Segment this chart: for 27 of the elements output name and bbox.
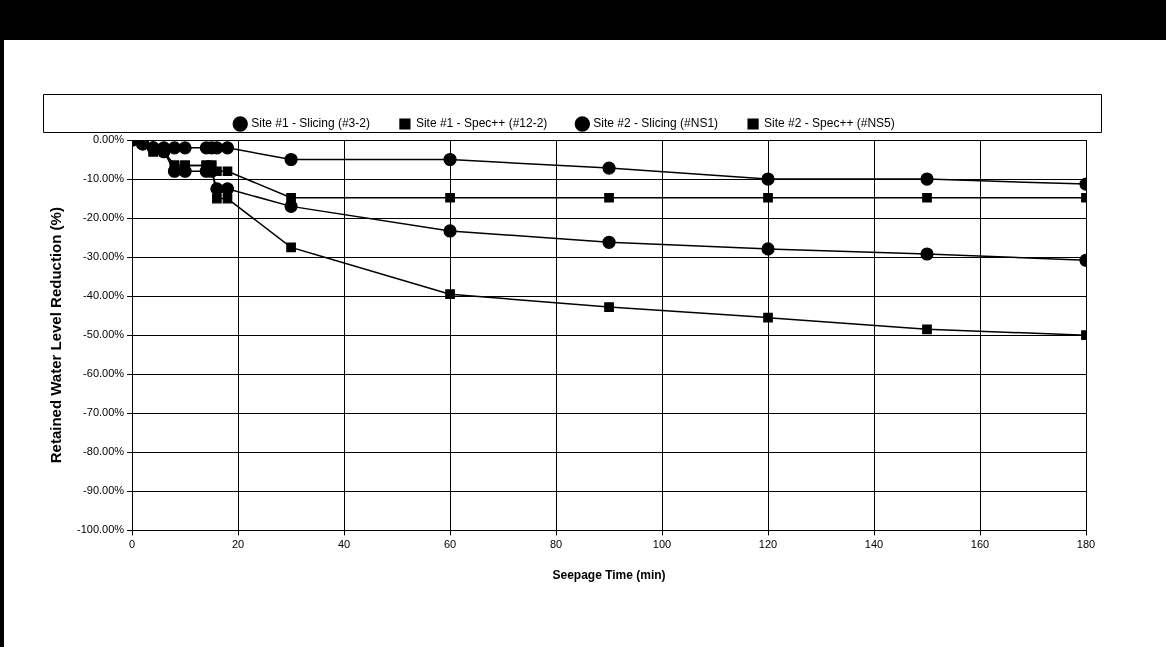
x-tick-label: 20 bbox=[231, 538, 245, 551]
legend-label: Site #2 - Slicing (#NS1) bbox=[593, 116, 719, 131]
legend-label: Site #1 - Spec++ (#12-2) bbox=[415, 116, 548, 131]
legend-label: Site #1 - Slicing (#3-2) bbox=[251, 116, 370, 131]
y-tick-label: -30.00% bbox=[83, 250, 125, 263]
legend-label: Site #2 - Spec++ (#NS5) bbox=[764, 116, 895, 131]
x-tick-label: 140 bbox=[864, 538, 884, 551]
y-tick-label: -10.00% bbox=[83, 172, 125, 185]
y-tick-label: -50.00% bbox=[83, 328, 125, 341]
x-tick-label: 0 bbox=[129, 538, 136, 551]
y-tick-label: -80.00% bbox=[83, 445, 125, 458]
x-axis-title: Seepage Time (min) bbox=[552, 568, 666, 583]
x-tick-label: 40 bbox=[337, 538, 351, 551]
x-tick-label: 160 bbox=[970, 538, 990, 551]
x-tick-label: 80 bbox=[549, 538, 563, 551]
x-tick-label: 60 bbox=[443, 538, 457, 551]
y-tick-label: 0.00% bbox=[92, 133, 125, 146]
y-tick-label: -90.00% bbox=[83, 484, 125, 497]
y-tick-label: -70.00% bbox=[83, 406, 125, 419]
x-tick-label: 180 bbox=[1076, 538, 1096, 551]
y-tick-label: -100.00% bbox=[76, 523, 125, 536]
y-tick-label: -60.00% bbox=[83, 367, 125, 380]
y-axis-title: Retained Water Level Reduction (%) bbox=[47, 207, 65, 464]
y-tick-label: -40.00% bbox=[83, 289, 125, 302]
x-tick-label: 120 bbox=[758, 538, 778, 551]
y-tick-label: -20.00% bbox=[83, 211, 125, 224]
x-tick-label: 100 bbox=[652, 538, 672, 551]
